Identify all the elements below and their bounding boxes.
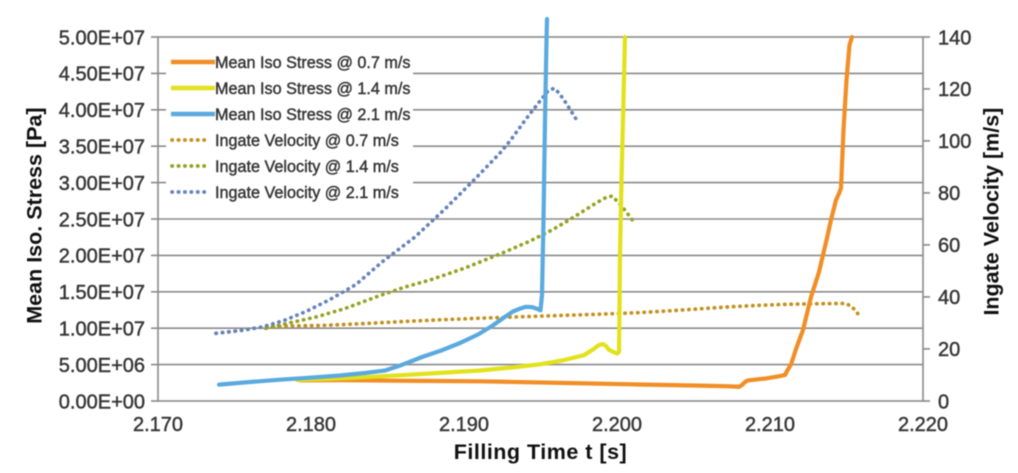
svg-text:1.50E+07: 1.50E+07: [59, 282, 145, 304]
svg-text:2.00E+07: 2.00E+07: [59, 246, 145, 268]
svg-text:2.180: 2.180: [286, 414, 336, 436]
svg-text:Ingate Velocity @ 1.4 m/s: Ingate Velocity @ 1.4 m/s: [215, 158, 399, 176]
svg-text:2.170: 2.170: [133, 414, 183, 436]
svg-text:2.200: 2.200: [592, 414, 642, 436]
svg-text:140: 140: [938, 27, 971, 49]
svg-text:40: 40: [938, 287, 960, 309]
svg-text:Mean Iso Stress @ 0.7 m/s: Mean Iso Stress @ 0.7 m/s: [215, 54, 410, 72]
svg-text:Filling Time t [s]: Filling Time t [s]: [454, 440, 627, 464]
svg-text:Mean Iso Stress @ 2.1 m/s: Mean Iso Stress @ 2.1 m/s: [215, 106, 410, 124]
svg-text:5.00E+06: 5.00E+06: [59, 355, 145, 377]
svg-text:0: 0: [938, 391, 949, 413]
svg-text:2.220: 2.220: [898, 414, 948, 436]
svg-text:2.50E+07: 2.50E+07: [59, 209, 145, 231]
svg-text:80: 80: [938, 183, 960, 205]
svg-text:20: 20: [938, 339, 960, 361]
svg-text:Mean Iso. Stress [Pa]: Mean Iso. Stress [Pa]: [22, 107, 46, 323]
svg-text:2.190: 2.190: [439, 414, 489, 436]
svg-text:60: 60: [938, 235, 960, 257]
svg-text:1.00E+07: 1.00E+07: [59, 319, 145, 341]
svg-text:3.50E+07: 3.50E+07: [59, 137, 145, 159]
svg-text:120: 120: [938, 79, 971, 101]
svg-text:100: 100: [938, 131, 971, 153]
svg-text:4.50E+07: 4.50E+07: [59, 64, 145, 86]
svg-text:0.00E+00: 0.00E+00: [59, 391, 145, 413]
svg-text:Ingate Velocity [m/s]: Ingate Velocity [m/s]: [979, 108, 1003, 316]
svg-text:Ingate Velocity @ 2.1 m/s: Ingate Velocity @ 2.1 m/s: [215, 184, 399, 202]
svg-text:3.00E+07: 3.00E+07: [59, 173, 145, 195]
svg-text:2.210: 2.210: [745, 414, 795, 436]
svg-text:Mean Iso Stress @ 1.4 m/s: Mean Iso Stress @ 1.4 m/s: [215, 80, 410, 98]
svg-text:5.00E+07: 5.00E+07: [59, 27, 145, 49]
svg-text:4.00E+07: 4.00E+07: [59, 100, 145, 122]
svg-text:Ingate Velocity @ 0.7 m/s: Ingate Velocity @ 0.7 m/s: [215, 132, 399, 150]
